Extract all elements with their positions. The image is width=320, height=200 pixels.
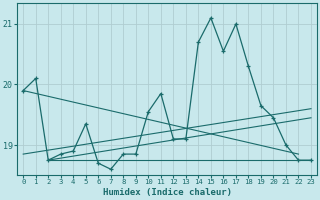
X-axis label: Humidex (Indice chaleur): Humidex (Indice chaleur) [103, 188, 232, 197]
